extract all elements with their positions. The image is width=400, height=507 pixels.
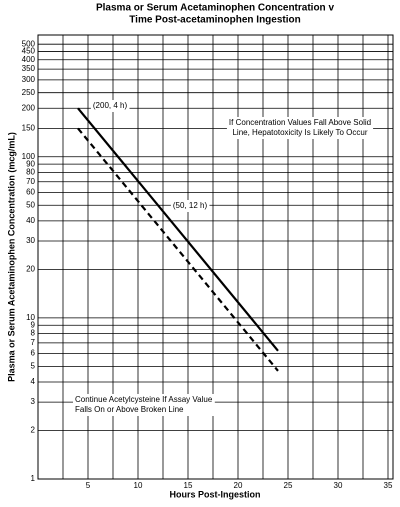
annotation-text: Continue Acetylcysteine If Assay Value xyxy=(75,395,213,404)
x-tick-label: 35 xyxy=(384,481,393,490)
annotation-text: Line, Hepatotoxicity Is Likely To Occur xyxy=(232,128,367,137)
x-tick-label: 10 xyxy=(134,481,143,490)
annotation: (200, 4 h) xyxy=(90,100,130,112)
y-tick-label: 500 xyxy=(22,39,36,48)
y-tick-label: 70 xyxy=(26,177,35,186)
y-tick-label: 7 xyxy=(31,338,36,347)
y-tick-label: 350 xyxy=(22,64,36,73)
y-tick-label: 90 xyxy=(26,159,35,168)
y-tick-label: 1 xyxy=(31,474,36,483)
chart-title: Plasma or Serum Acetaminophen Concentrat… xyxy=(96,3,334,14)
annotation-text: If Concentration Values Fall Above Solid xyxy=(229,118,371,127)
y-tick-label: 300 xyxy=(22,75,36,84)
y-tick-label: 10 xyxy=(26,313,35,322)
y-tick-label: 8 xyxy=(31,329,36,338)
y-tick-label: 4 xyxy=(31,377,36,386)
y-tick-label: 80 xyxy=(26,168,35,177)
chart-title: Time Post-acetaminophen Ingestion xyxy=(129,15,301,26)
x-tick-label: 15 xyxy=(184,481,193,490)
y-tick-label: 20 xyxy=(26,264,35,273)
y-tick-label: 50 xyxy=(26,200,35,209)
y-tick-label: 6 xyxy=(31,349,36,358)
y-tick-label: 150 xyxy=(22,124,36,133)
x-tick-label: 30 xyxy=(334,481,343,490)
annotation: If Concentration Values Fall Above Solid… xyxy=(226,117,374,139)
y-tick-label: 60 xyxy=(26,188,35,197)
annotation-background xyxy=(73,394,215,416)
y-tick-label: 3 xyxy=(31,397,36,406)
annotation-background xyxy=(170,200,210,212)
y-tick-label: 2 xyxy=(31,426,36,435)
y-tick-label: 40 xyxy=(26,216,35,225)
annotation: Continue Acetylcysteine If Assay ValueFa… xyxy=(73,394,215,416)
x-tick-label: 20 xyxy=(234,481,243,490)
x-axis-label: Hours Post-Ingestion xyxy=(169,489,260,499)
y-tick-label: 9 xyxy=(31,320,36,329)
annotation-text: (50, 12 h) xyxy=(173,201,208,210)
annotation: (50, 12 h) xyxy=(170,200,210,212)
annotation-background xyxy=(226,117,374,139)
y-tick-label: 30 xyxy=(26,236,35,245)
y-tick-label: 250 xyxy=(22,88,36,97)
series-line xyxy=(77,107,279,352)
series-line xyxy=(77,127,279,372)
annotation-text: (200, 4 h) xyxy=(93,101,128,110)
y-tick-label: 200 xyxy=(22,103,36,112)
annotation-background xyxy=(90,100,130,112)
x-tick-label: 5 xyxy=(86,481,91,490)
y-tick-label: 400 xyxy=(22,55,36,64)
y-tick-label: 450 xyxy=(22,47,36,56)
y-tick-label: 5 xyxy=(31,361,36,370)
y-axis-label: Plasma or Serum Acetaminophen Concentrat… xyxy=(6,132,16,382)
annotation-text: Falls On or Above Broken Line xyxy=(75,405,184,414)
y-tick-label: 100 xyxy=(22,152,36,161)
x-tick-label: 25 xyxy=(284,481,293,490)
